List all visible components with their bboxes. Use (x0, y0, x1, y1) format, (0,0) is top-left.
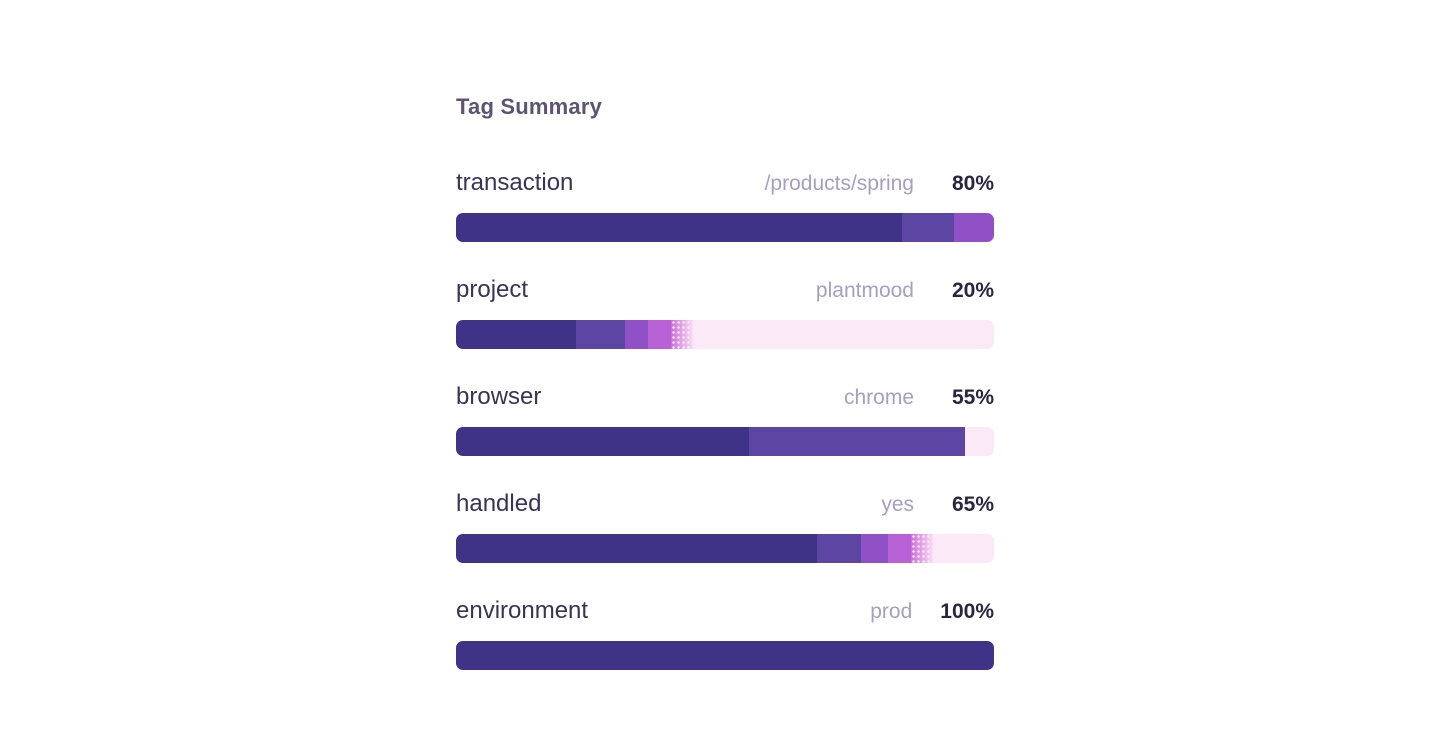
bar-segment-dither (671, 320, 694, 349)
bar-segment-secondary (575, 320, 625, 349)
tag-percentage: 20% (951, 279, 994, 302)
panel-title: Tag Summary (456, 94, 603, 119)
bar-segment-secondary (902, 213, 955, 242)
bar-segment-tertiary (624, 320, 649, 349)
tag-top-value: /products/spring (764, 172, 914, 195)
tag-row: project plantmood 20% (456, 276, 994, 349)
tag-top-value: chrome (843, 386, 914, 409)
bar-segment-tertiary (861, 534, 888, 563)
tag-distribution-bar (456, 534, 994, 563)
tag-percentage: 55% (951, 386, 994, 409)
tag-top-value: yes (881, 493, 914, 516)
bar-segment-quaternary (648, 320, 672, 349)
bar-segment-quaternary (887, 534, 912, 563)
tag-distribution-bar (456, 641, 994, 670)
bar-segment-secondary (749, 427, 965, 456)
bar-segment-primary (456, 320, 576, 349)
tag-rows: transaction /products/spring 80% project… (456, 169, 994, 670)
tag-row-header: environment prod 100% (456, 597, 994, 626)
bar-segment-dither (911, 534, 934, 563)
bar-segment-primary (456, 213, 902, 242)
bar-segment-tertiary (954, 213, 994, 242)
tag-row-header: transaction /products/spring 80% (456, 169, 994, 198)
tag-row: environment prod 100% (456, 597, 994, 670)
tag-row-header: project plantmood 20% (456, 276, 994, 305)
bar-segment-primary (456, 641, 994, 670)
tag-row-header: browser chrome 55% (456, 383, 994, 412)
bar-segment-primary (456, 534, 817, 563)
bar-segment-primary (456, 427, 750, 456)
tag-name: handled (456, 490, 542, 517)
tag-distribution-bar (456, 213, 994, 242)
tag-distribution-bar (456, 320, 994, 349)
tag-name: browser (456, 383, 542, 410)
tag-distribution-bar (456, 427, 994, 456)
bar-segment-secondary (816, 534, 862, 563)
tag-percentage: 80% (951, 172, 994, 195)
tag-name: environment (456, 597, 589, 624)
tag-percentage: 65% (951, 493, 994, 516)
tag-row-header: handled yes 65% (456, 490, 994, 519)
tag-name: transaction (456, 169, 574, 196)
tag-name: project (456, 276, 529, 303)
tag-percentage: 100% (940, 600, 994, 623)
tag-top-value: plantmood (815, 279, 914, 302)
tag-top-value: prod (870, 600, 913, 623)
tag-row: browser chrome 55% (456, 383, 994, 456)
tag-summary-panel: Tag Summary transaction /products/spring… (456, 0, 994, 670)
tag-row: handled yes 65% (456, 490, 994, 563)
tag-row: transaction /products/spring 80% (456, 169, 994, 242)
